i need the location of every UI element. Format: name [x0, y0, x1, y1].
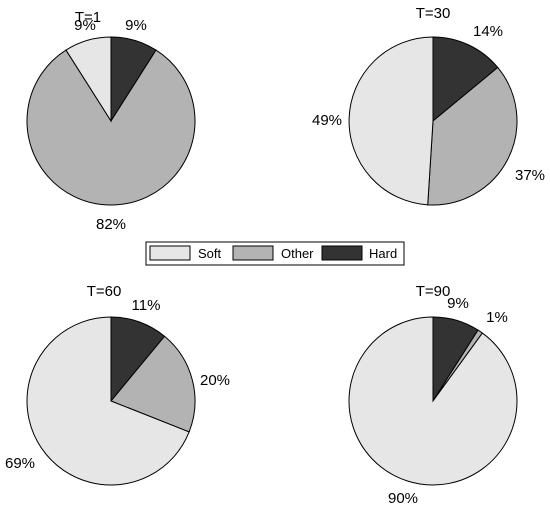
pie-4-label-soft: 90% — [388, 490, 418, 507]
pie-3-label-hard: 11% — [132, 297, 161, 314]
legend-label-soft: Soft — [198, 246, 222, 261]
legend-swatch-other — [232, 245, 274, 261]
pie-2-label-soft: 49% — [312, 112, 342, 129]
pie-chart-3: T=60 11% 20% 69% — [5, 283, 230, 486]
pie-1-slice-other — [26, 49, 196, 206]
pie-3-slice-soft — [26, 316, 190, 486]
pie-1-label-soft: 9% — [74, 17, 96, 34]
pie-2-label-hard: 14% — [473, 23, 503, 40]
pie-1-title: T=1 — [75, 9, 101, 26]
pie-4-slice-soft — [348, 316, 518, 486]
legend: Soft Other Hard — [145, 241, 405, 266]
legend-swatch-hard — [321, 245, 363, 261]
pie-1-label-hard: 9% — [125, 17, 147, 34]
pie-1-label-other: 82% — [96, 216, 126, 233]
pie-4-label-other: 1% — [486, 309, 508, 326]
pie-3-label-soft: 69% — [5, 455, 35, 472]
pie-4-title: T=90 — [416, 283, 451, 300]
pie-2-label-other: 37% — [515, 167, 545, 184]
pie-3-slice-other — [110, 335, 196, 433]
legend-swatch-soft — [149, 245, 191, 261]
pie-chart-1: T=1 9% 82% 9% — [26, 9, 196, 233]
pie-chart-2: T=30 14% 37% 49% — [312, 5, 545, 206]
pie-2-slice-soft — [348, 36, 434, 206]
pie-1-slice-soft — [65, 36, 112, 123]
legend-label-hard: Hard — [369, 246, 397, 261]
pie-2-slice-other — [427, 66, 518, 206]
pie-2-slice-hard — [432, 36, 499, 123]
legend-label-other: Other — [281, 246, 314, 261]
pie-2-title: T=30 — [416, 5, 451, 22]
pie-3-label-other: 20% — [200, 372, 230, 389]
pie-4-label-hard: 9% — [447, 295, 469, 312]
pie-chart-4: T=90 9% 1% 90% — [348, 283, 518, 507]
pie-3-title: T=60 — [87, 283, 122, 300]
